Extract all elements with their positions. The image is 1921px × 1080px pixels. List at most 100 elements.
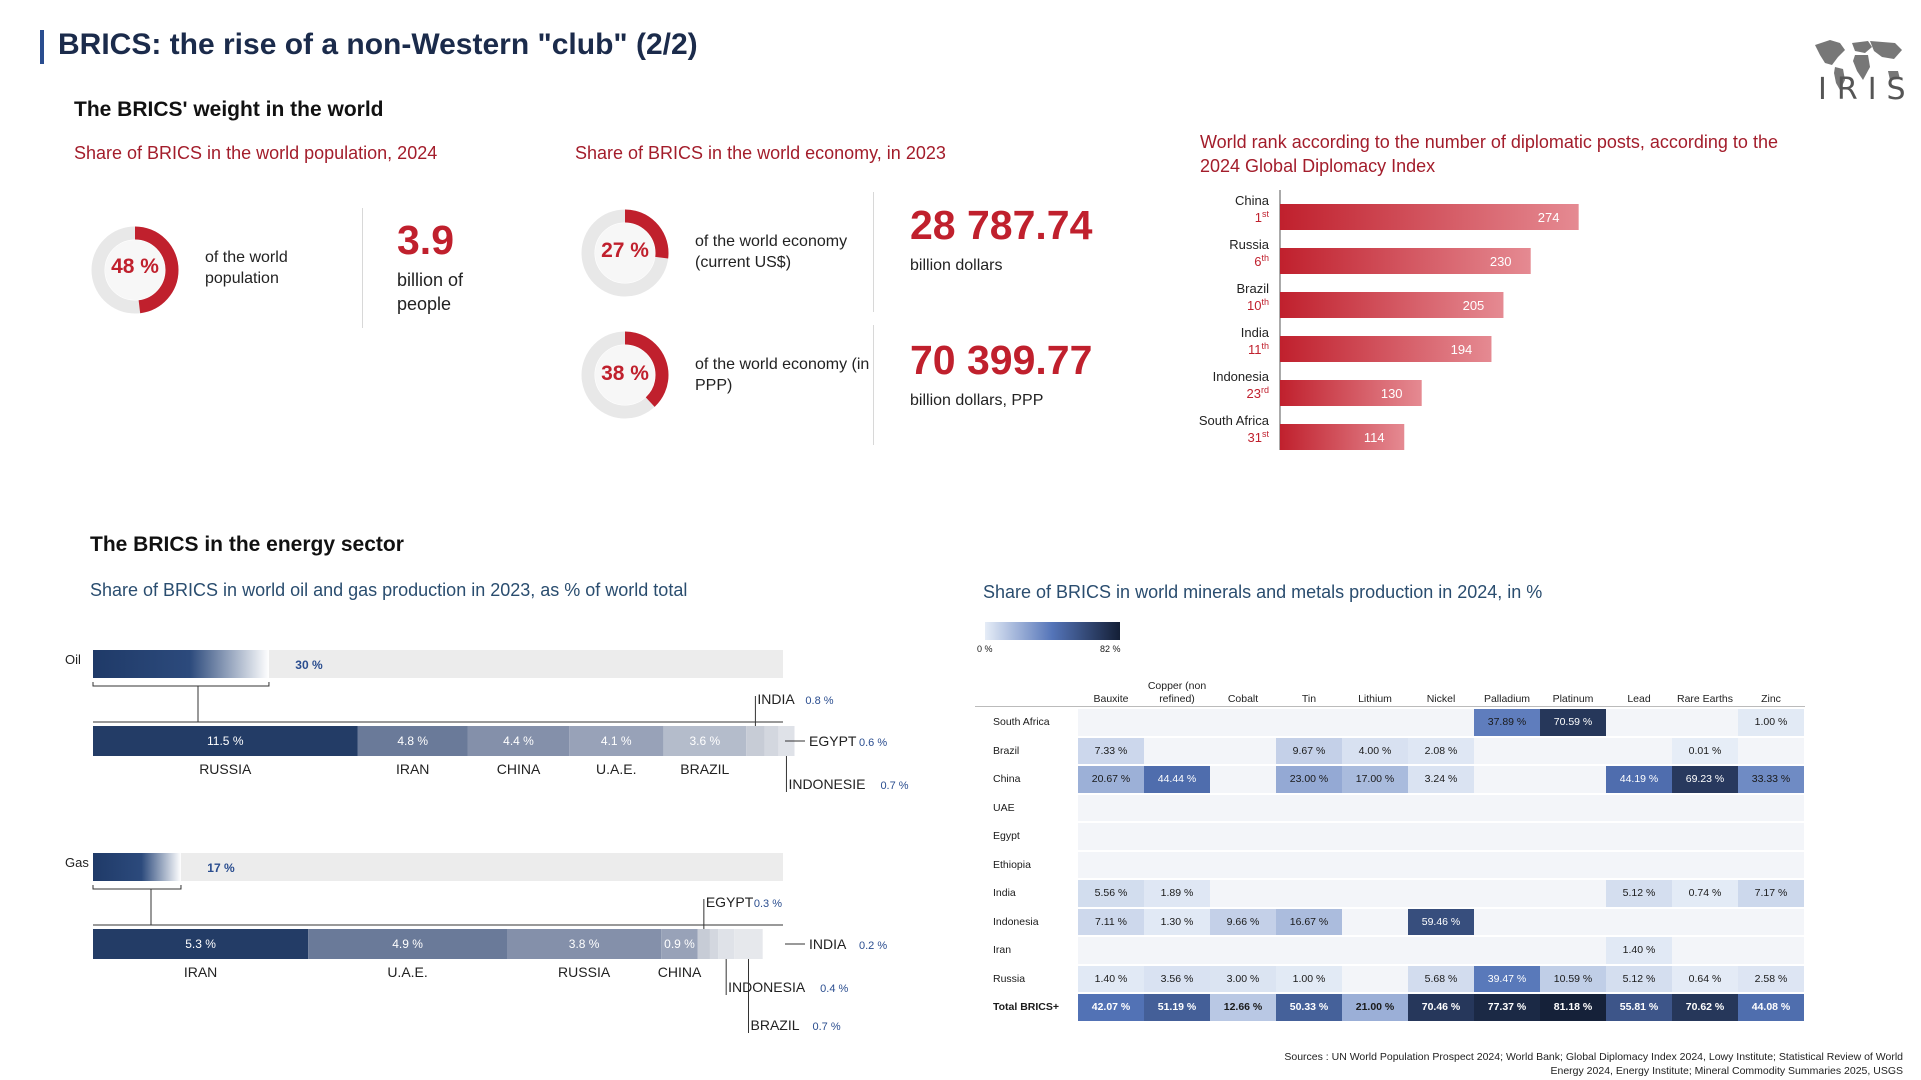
minerals-chart-title: Share of BRICS in world minerals and met… (983, 582, 1543, 602)
heatmap-row: Ethiopia (975, 851, 1805, 880)
heatmap-cell (1144, 937, 1210, 964)
heatmap-cell (1540, 794, 1606, 821)
heatmap-cell (1738, 794, 1804, 821)
heatmap-cell: 0.64 % (1672, 965, 1738, 992)
heatmap-cell: 4.00 % (1342, 737, 1408, 764)
energy-callout-name: BRAZIL (751, 1017, 800, 1033)
heatmap-row: Brazil 7.33 % 9.67 % 4.00 % 2.08 % 0.01 % (975, 737, 1805, 766)
heatmap-row: Indonesia 7.11 % 1.30 % 9.66 % 16.67 % 59.46 … (975, 908, 1805, 937)
diplomacy-bar (1280, 248, 1531, 274)
population-donut (91, 226, 179, 314)
diplomacy-bar-value: 205 (1463, 298, 1485, 313)
heatmap-cell (1342, 880, 1408, 907)
heatmap-cell (1738, 908, 1804, 935)
heatmap-cell (1672, 794, 1738, 821)
economy-ppp-big-number: 70 399.77 (910, 337, 1093, 383)
heatmap-cell: 33.33 % (1738, 766, 1804, 793)
economy-ppp-desc: of the world economy (in PPP) (695, 356, 870, 394)
heatmap-cell: 70.46 % (1408, 994, 1474, 1021)
heatmap-cell: 44.44 % (1144, 766, 1210, 793)
energy-callout-name: EGYPT (809, 733, 857, 749)
heatmap-cell (1540, 823, 1606, 850)
heatmap-row: UAE (975, 794, 1805, 823)
heatmap-row: Iran 1.40 % (975, 936, 1805, 965)
energy-segment-name: IRAN (396, 761, 429, 777)
energy-small-segment (746, 726, 765, 756)
energy-segment (663, 726, 747, 756)
diplomacy-rank-label: 6th (1254, 253, 1269, 269)
heatmap-cell (1606, 794, 1672, 821)
energy-total-track (93, 853, 783, 881)
heatmap-cell (1408, 794, 1474, 821)
energy-segment (93, 726, 358, 756)
heatmap-row: China 20.67 % 44.44 % 23.00 % 17.00 % 3.24 % 4… (975, 765, 1805, 794)
heatmap-cell (1540, 880, 1606, 907)
heatmap-cell (1276, 937, 1342, 964)
heatmap-cell (1144, 709, 1210, 736)
heatmap-cell (1738, 851, 1804, 878)
energy-small-segment (734, 929, 763, 959)
page-title: BRICS: the rise of a non-Western "club" … (58, 28, 698, 61)
heatmap-cell: 5.12 % (1606, 880, 1672, 907)
diplomacy-rank-label: 11th (1248, 341, 1269, 357)
heatmap-row-label: UAE (993, 801, 1015, 814)
heatmap-column-header: Lithium (1358, 693, 1392, 705)
energy-segment-name: BRAZIL (680, 761, 729, 777)
heatmap-cell (1078, 937, 1144, 964)
title-accent-bar (40, 30, 44, 64)
energy-callout-name: INDONESIA (728, 979, 806, 995)
energy-total-bar (93, 650, 269, 678)
heatmap-cell (1342, 851, 1408, 878)
heatmap-cell: 7.11 % (1078, 908, 1144, 935)
heatmap-cell: 77.37 % (1474, 994, 1540, 1021)
heatmap-cell: 3.24 % (1408, 766, 1474, 793)
heatmap-cell (1210, 880, 1276, 907)
energy-segment (357, 726, 468, 756)
heatmap-cell: 37.89 % (1474, 709, 1540, 736)
heatmap-cell: 1.40 % (1606, 937, 1672, 964)
heatmap-cell (1078, 823, 1144, 850)
heatmap-row-label: Egypt (993, 830, 1020, 842)
divider (873, 192, 874, 312)
heatmap-cell (1144, 851, 1210, 878)
heatmap-cell (1342, 965, 1408, 992)
oil-gas-chart: Oil 30 % 11.5 % RUSSIA 4.8 % IRAN 4.4 % CHINA 4.… (65, 650, 909, 1033)
energy-callout-name: EGYPT (706, 894, 754, 910)
heatmap-cell (1276, 851, 1342, 878)
heatmap-cell (1408, 851, 1474, 878)
heatmap-cell (1606, 709, 1672, 736)
heatmap-cell (1606, 851, 1672, 878)
heatmap-cell: 12.66 % (1210, 994, 1276, 1021)
heatmap-cell (1474, 937, 1540, 964)
energy-segment (308, 929, 507, 959)
heatmap-cell (1672, 937, 1738, 964)
energy-callout-value: 0.3 % (754, 898, 782, 910)
energy-segment-name: RUSSIA (199, 761, 252, 777)
economy-current-donut (581, 209, 669, 297)
heatmap-cell (1540, 937, 1606, 964)
heatmap-cell (1738, 737, 1804, 764)
energy-segment-name: U.A.E. (596, 761, 636, 777)
world-map-logo-icon (1815, 40, 1902, 90)
heatmap-row-label: Ethiopia (993, 858, 1031, 871)
diplomacy-country-label: India (1241, 325, 1270, 340)
heatmap-cell (1540, 737, 1606, 764)
heatmap-cell (1540, 908, 1606, 935)
heatmap-cell (1672, 709, 1738, 736)
heatmap-row: Egypt (975, 822, 1805, 851)
heatmap-cell: 21.00 % (1342, 994, 1408, 1021)
energy-callout-value: 0.8 % (805, 695, 833, 707)
diplomacy-rank-label: 1st (1255, 209, 1270, 225)
population-percent: 48 % (111, 255, 159, 278)
energy-segment-name: IRAN (184, 964, 217, 980)
heatmap-cell (1408, 880, 1474, 907)
energy-callout-name: INDIA (757, 691, 795, 707)
heatmap-cell: 70.59 % (1540, 709, 1606, 736)
heatmap-row: Russia 1.40 % 3.56 % 3.00 % 1.00 % 5.68 % 39.4… (975, 965, 1805, 994)
energy-small-segment (709, 929, 719, 959)
heatmap-cell: 1.30 % (1144, 908, 1210, 935)
heatmap-column-header: Copper (non refined) (1147, 680, 1207, 705)
heatmap-cell (1276, 880, 1342, 907)
heatmap-cell (1474, 823, 1540, 850)
energy-bracket (92, 885, 182, 890)
